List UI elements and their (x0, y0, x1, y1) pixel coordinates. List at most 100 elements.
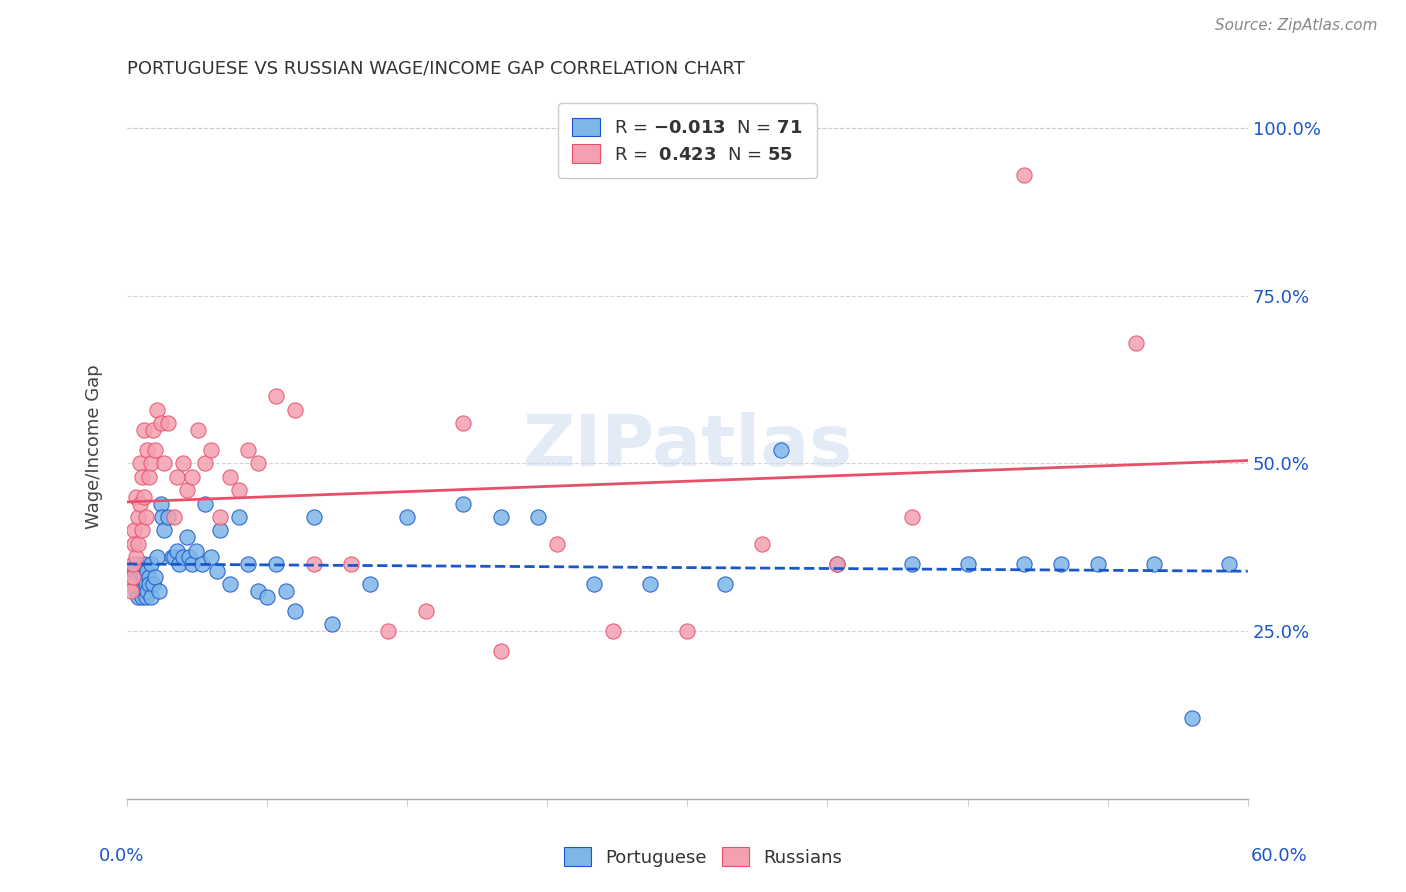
Point (146, 550, 169, 565)
Point (127, 570, 149, 584)
Point (274, 583, 297, 598)
Point (132, 570, 155, 584)
Point (132, 490, 155, 504)
Point (200, 550, 222, 565)
Y-axis label: Wage/Income Gap: Wage/Income Gap (86, 364, 103, 529)
Point (200, 442, 222, 457)
Point (825, 557, 848, 571)
Point (302, 510, 325, 524)
Point (489, 510, 512, 524)
Point (127, 510, 149, 524)
Point (1143, 557, 1166, 571)
Legend: R = $\mathbf{-0.013}$  N = $\mathbf{71}$, R =  $\mathbf{0.423}$  N = $\mathbf{55: R = $\mathbf{-0.013}$ N = $\mathbf{71}$,… (558, 103, 817, 178)
Point (1087, 557, 1109, 571)
Point (713, 577, 735, 591)
Point (238, 442, 260, 457)
Point (205, 564, 228, 578)
Point (209, 510, 232, 524)
Point (451, 497, 474, 511)
Point (176, 530, 198, 544)
Point (284, 604, 307, 618)
Point (359, 577, 381, 591)
Point (218, 469, 240, 483)
Point (172, 550, 194, 565)
Point (582, 577, 605, 591)
Point (129, 456, 152, 470)
Point (527, 510, 550, 524)
Point (302, 557, 325, 571)
Point (194, 456, 217, 470)
Point (141, 591, 163, 605)
Point (127, 591, 149, 605)
Point (900, 557, 922, 571)
Point (136, 583, 159, 598)
Point (751, 537, 773, 551)
Point (340, 557, 363, 571)
Text: 60.0%: 60.0% (1251, 847, 1308, 865)
Point (131, 524, 153, 538)
Point (156, 510, 179, 524)
Point (125, 550, 148, 565)
Point (602, 624, 624, 638)
Point (1125, 335, 1147, 350)
Point (142, 423, 165, 437)
Point (146, 402, 169, 417)
Text: Source: ZipAtlas.com: Source: ZipAtlas.com (1215, 18, 1378, 33)
Point (124, 524, 146, 538)
Point (138, 577, 160, 591)
Point (136, 442, 159, 457)
Point (1012, 557, 1035, 571)
Point (209, 524, 232, 538)
Point (956, 557, 979, 571)
Point (489, 644, 512, 658)
Point (129, 564, 152, 578)
Point (546, 537, 568, 551)
Point (129, 577, 152, 591)
Point (142, 577, 165, 591)
Point (118, 577, 141, 591)
Point (121, 577, 143, 591)
Point (153, 456, 176, 470)
Point (1012, 168, 1035, 182)
Point (638, 577, 661, 591)
Text: 0.0%: 0.0% (98, 847, 143, 865)
Point (131, 583, 153, 598)
Point (131, 591, 153, 605)
Legend: Portuguese, Russians: Portuguese, Russians (557, 840, 849, 874)
Text: PORTUGUESE VS RUSSIAN WAGE/INCOME GAP CORRELATION CHART: PORTUGUESE VS RUSSIAN WAGE/INCOME GAP CO… (127, 60, 745, 78)
Point (187, 423, 209, 437)
Point (900, 510, 922, 524)
Point (181, 557, 204, 571)
Point (125, 490, 148, 504)
Point (149, 416, 172, 430)
Point (246, 583, 269, 598)
Point (377, 624, 399, 638)
Point (129, 497, 152, 511)
Point (132, 423, 155, 437)
Point (125, 583, 148, 598)
Point (138, 570, 160, 584)
Point (121, 557, 143, 571)
Point (451, 416, 474, 430)
Point (143, 442, 166, 457)
Point (162, 510, 184, 524)
Point (176, 483, 198, 498)
Point (152, 510, 174, 524)
Point (148, 583, 170, 598)
Point (266, 557, 288, 571)
Point (246, 456, 269, 470)
Point (132, 557, 155, 571)
Point (194, 497, 217, 511)
Point (177, 550, 200, 565)
Point (1050, 557, 1073, 571)
Point (238, 557, 260, 571)
Point (135, 591, 157, 605)
Point (149, 497, 172, 511)
Point (1218, 557, 1240, 571)
Point (825, 557, 848, 571)
Point (190, 557, 212, 571)
Point (228, 510, 250, 524)
Point (166, 543, 188, 558)
Point (1181, 711, 1204, 725)
Point (160, 550, 183, 565)
